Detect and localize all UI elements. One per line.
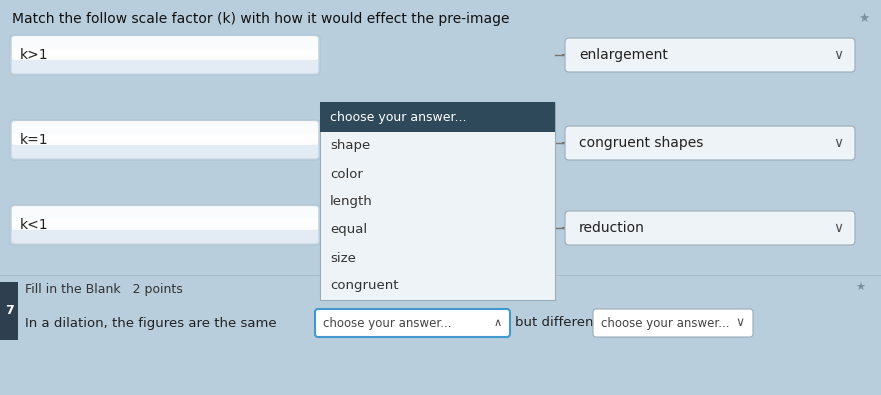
Text: ∨: ∨ (735, 316, 744, 329)
Text: size: size (330, 252, 356, 265)
Text: choose your answer...: choose your answer... (601, 316, 729, 329)
Bar (320, 102, 555, 132)
FancyBboxPatch shape (12, 51, 318, 73)
Text: k<1: k<1 (20, 218, 48, 232)
Text: but different: but different (515, 316, 599, 329)
Text: ∧: ∧ (494, 318, 502, 328)
FancyBboxPatch shape (12, 121, 318, 142)
Text: 7: 7 (4, 305, 13, 318)
Text: k=1: k=1 (20, 133, 48, 147)
FancyBboxPatch shape (12, 218, 318, 230)
Text: ★: ★ (855, 283, 865, 293)
Text: ∨: ∨ (833, 221, 843, 235)
FancyBboxPatch shape (12, 36, 318, 57)
FancyBboxPatch shape (12, 134, 318, 145)
Text: ∨: ∨ (833, 48, 843, 62)
FancyBboxPatch shape (12, 221, 318, 243)
Text: congruent: congruent (330, 280, 398, 293)
FancyBboxPatch shape (10, 205, 320, 245)
Bar (320, 102, 555, 300)
FancyBboxPatch shape (12, 206, 318, 227)
Bar (0, 282, 18, 340)
FancyBboxPatch shape (10, 120, 320, 160)
FancyBboxPatch shape (565, 38, 855, 72)
Text: shape: shape (330, 139, 370, 152)
Text: In a dilation, the figures are the same: In a dilation, the figures are the same (25, 316, 277, 329)
Text: k>1: k>1 (20, 48, 48, 62)
Text: reduction: reduction (579, 221, 645, 235)
FancyBboxPatch shape (565, 211, 855, 245)
Text: enlargement: enlargement (579, 48, 668, 62)
Text: choose your answer...: choose your answer... (323, 316, 451, 329)
FancyBboxPatch shape (10, 35, 320, 75)
FancyBboxPatch shape (12, 136, 318, 158)
Text: Match the follow scale factor (k) with how it would effect the pre-image: Match the follow scale factor (k) with h… (12, 12, 509, 26)
Text: congruent shapes: congruent shapes (579, 136, 703, 150)
FancyBboxPatch shape (593, 309, 753, 337)
Text: ∨: ∨ (833, 136, 843, 150)
Text: Fill in the Blank   2 points: Fill in the Blank 2 points (25, 284, 182, 297)
Text: color: color (330, 167, 363, 181)
FancyBboxPatch shape (315, 309, 510, 337)
Text: length: length (330, 196, 373, 209)
FancyBboxPatch shape (565, 126, 855, 160)
FancyBboxPatch shape (12, 49, 318, 60)
Text: ★: ★ (858, 12, 870, 25)
Text: choose your answer...: choose your answer... (330, 111, 467, 124)
Text: equal: equal (330, 224, 367, 237)
